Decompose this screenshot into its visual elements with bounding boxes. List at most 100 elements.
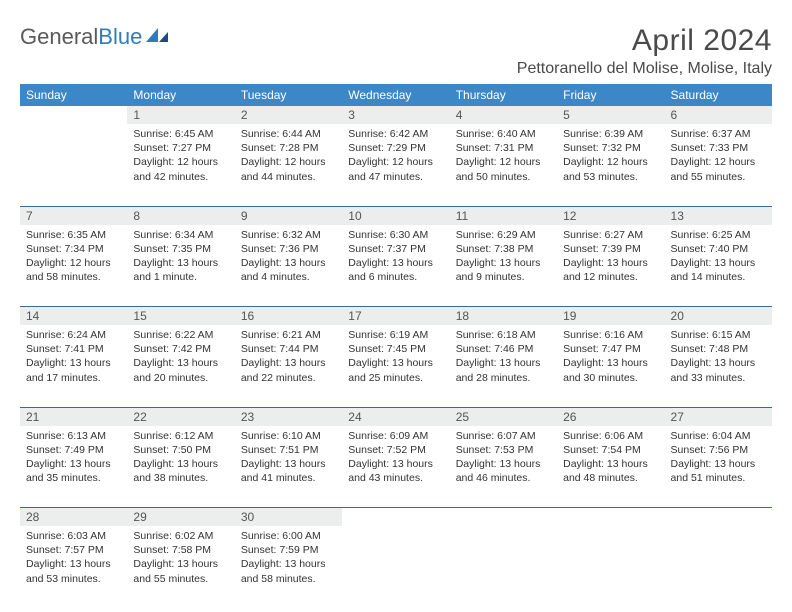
day-number: 20 [665, 307, 772, 326]
day-cell: Sunrise: 6:10 AMSunset: 7:51 PMDaylight:… [235, 426, 342, 508]
day-number: 23 [235, 407, 342, 426]
day-number: 19 [557, 307, 664, 326]
logo-text-gray: General [20, 24, 98, 49]
daylight-text: Daylight: 13 hours and 53 minutes. [26, 557, 121, 585]
day-number [342, 508, 449, 527]
day-cell: Sunrise: 6:16 AMSunset: 7:47 PMDaylight:… [557, 325, 664, 407]
day-cell: Sunrise: 6:39 AMSunset: 7:32 PMDaylight:… [557, 124, 664, 206]
sunrise-text: Sunrise: 6:35 AM [26, 228, 121, 242]
sunset-text: Sunset: 7:59 PM [241, 543, 336, 557]
sunrise-text: Sunrise: 6:10 AM [241, 429, 336, 443]
sunrise-text: Sunrise: 6:30 AM [348, 228, 443, 242]
day-content-row: Sunrise: 6:35 AMSunset: 7:34 PMDaylight:… [20, 225, 772, 307]
day-cell: Sunrise: 6:37 AMSunset: 7:33 PMDaylight:… [665, 124, 772, 206]
day-cell [557, 526, 664, 608]
sunrise-text: Sunrise: 6:32 AM [241, 228, 336, 242]
sunset-text: Sunset: 7:46 PM [456, 342, 551, 356]
day-cell: Sunrise: 6:19 AMSunset: 7:45 PMDaylight:… [342, 325, 449, 407]
day-number: 27 [665, 407, 772, 426]
sunrise-text: Sunrise: 6:03 AM [26, 529, 121, 543]
day-number: 29 [127, 508, 234, 527]
sunset-text: Sunset: 7:53 PM [456, 443, 551, 457]
sunset-text: Sunset: 7:44 PM [241, 342, 336, 356]
day-number-row: 123456 [20, 106, 772, 124]
day-number: 5 [557, 106, 664, 124]
day-content-row: Sunrise: 6:24 AMSunset: 7:41 PMDaylight:… [20, 325, 772, 407]
sunset-text: Sunset: 7:36 PM [241, 242, 336, 256]
title-block: April 2024 Pettoranello del Molise, Moli… [517, 24, 772, 78]
sunset-text: Sunset: 7:50 PM [133, 443, 228, 457]
sunset-text: Sunset: 7:34 PM [26, 242, 121, 256]
daylight-text: Daylight: 13 hours and 25 minutes. [348, 356, 443, 384]
day-content-row: Sunrise: 6:03 AMSunset: 7:57 PMDaylight:… [20, 526, 772, 608]
day-number: 3 [342, 106, 449, 124]
header: GeneralBlue April 2024 Pettoranello del … [20, 24, 772, 78]
day-cell: Sunrise: 6:42 AMSunset: 7:29 PMDaylight:… [342, 124, 449, 206]
day-number [450, 508, 557, 527]
sunset-text: Sunset: 7:27 PM [133, 141, 228, 155]
day-number: 4 [450, 106, 557, 124]
sunset-text: Sunset: 7:57 PM [26, 543, 121, 557]
sunset-text: Sunset: 7:47 PM [563, 342, 658, 356]
day-number: 10 [342, 206, 449, 225]
day-header: Saturday [665, 84, 772, 106]
day-cell: Sunrise: 6:45 AMSunset: 7:27 PMDaylight:… [127, 124, 234, 206]
day-number-row: 21222324252627 [20, 407, 772, 426]
day-cell: Sunrise: 6:15 AMSunset: 7:48 PMDaylight:… [665, 325, 772, 407]
sunset-text: Sunset: 7:29 PM [348, 141, 443, 155]
day-number [20, 106, 127, 124]
day-number: 12 [557, 206, 664, 225]
location-text: Pettoranello del Molise, Molise, Italy [517, 60, 772, 78]
day-number: 9 [235, 206, 342, 225]
sunset-text: Sunset: 7:56 PM [671, 443, 766, 457]
daylight-text: Daylight: 13 hours and 14 minutes. [671, 256, 766, 284]
sunrise-text: Sunrise: 6:27 AM [563, 228, 658, 242]
sunset-text: Sunset: 7:31 PM [456, 141, 551, 155]
day-number: 25 [450, 407, 557, 426]
daylight-text: Daylight: 13 hours and 41 minutes. [241, 457, 336, 485]
sunrise-text: Sunrise: 6:22 AM [133, 328, 228, 342]
day-number: 21 [20, 407, 127, 426]
day-header: Tuesday [235, 84, 342, 106]
day-cell: Sunrise: 6:02 AMSunset: 7:58 PMDaylight:… [127, 526, 234, 608]
daylight-text: Daylight: 13 hours and 55 minutes. [133, 557, 228, 585]
day-cell: Sunrise: 6:07 AMSunset: 7:53 PMDaylight:… [450, 426, 557, 508]
day-cell: Sunrise: 6:04 AMSunset: 7:56 PMDaylight:… [665, 426, 772, 508]
day-header: Friday [557, 84, 664, 106]
sunrise-text: Sunrise: 6:07 AM [456, 429, 551, 443]
sunset-text: Sunset: 7:28 PM [241, 141, 336, 155]
day-number-row: 282930 [20, 508, 772, 527]
day-cell: Sunrise: 6:35 AMSunset: 7:34 PMDaylight:… [20, 225, 127, 307]
sunrise-text: Sunrise: 6:18 AM [456, 328, 551, 342]
sunset-text: Sunset: 7:51 PM [241, 443, 336, 457]
daylight-text: Daylight: 12 hours and 58 minutes. [26, 256, 121, 284]
day-number: 7 [20, 206, 127, 225]
sunrise-text: Sunrise: 6:04 AM [671, 429, 766, 443]
daylight-text: Daylight: 13 hours and 48 minutes. [563, 457, 658, 485]
day-cell: Sunrise: 6:06 AMSunset: 7:54 PMDaylight:… [557, 426, 664, 508]
day-cell: Sunrise: 6:32 AMSunset: 7:36 PMDaylight:… [235, 225, 342, 307]
day-number [665, 508, 772, 527]
sunset-text: Sunset: 7:48 PM [671, 342, 766, 356]
daylight-text: Daylight: 13 hours and 22 minutes. [241, 356, 336, 384]
sunset-text: Sunset: 7:35 PM [133, 242, 228, 256]
day-number: 24 [342, 407, 449, 426]
daylight-text: Daylight: 13 hours and 1 minute. [133, 256, 228, 284]
day-number-row: 14151617181920 [20, 307, 772, 326]
daylight-text: Daylight: 13 hours and 30 minutes. [563, 356, 658, 384]
sunrise-text: Sunrise: 6:02 AM [133, 529, 228, 543]
calendar-body: 123456Sunrise: 6:45 AMSunset: 7:27 PMDay… [20, 106, 772, 608]
sunrise-text: Sunrise: 6:00 AM [241, 529, 336, 543]
daylight-text: Daylight: 13 hours and 20 minutes. [133, 356, 228, 384]
day-cell [665, 526, 772, 608]
day-header: Thursday [450, 84, 557, 106]
day-number: 14 [20, 307, 127, 326]
day-cell: Sunrise: 6:24 AMSunset: 7:41 PMDaylight:… [20, 325, 127, 407]
day-cell: Sunrise: 6:00 AMSunset: 7:59 PMDaylight:… [235, 526, 342, 608]
day-cell: Sunrise: 6:30 AMSunset: 7:37 PMDaylight:… [342, 225, 449, 307]
daylight-text: Daylight: 13 hours and 43 minutes. [348, 457, 443, 485]
day-cell [450, 526, 557, 608]
sunrise-text: Sunrise: 6:16 AM [563, 328, 658, 342]
day-number: 6 [665, 106, 772, 124]
sunset-text: Sunset: 7:45 PM [348, 342, 443, 356]
